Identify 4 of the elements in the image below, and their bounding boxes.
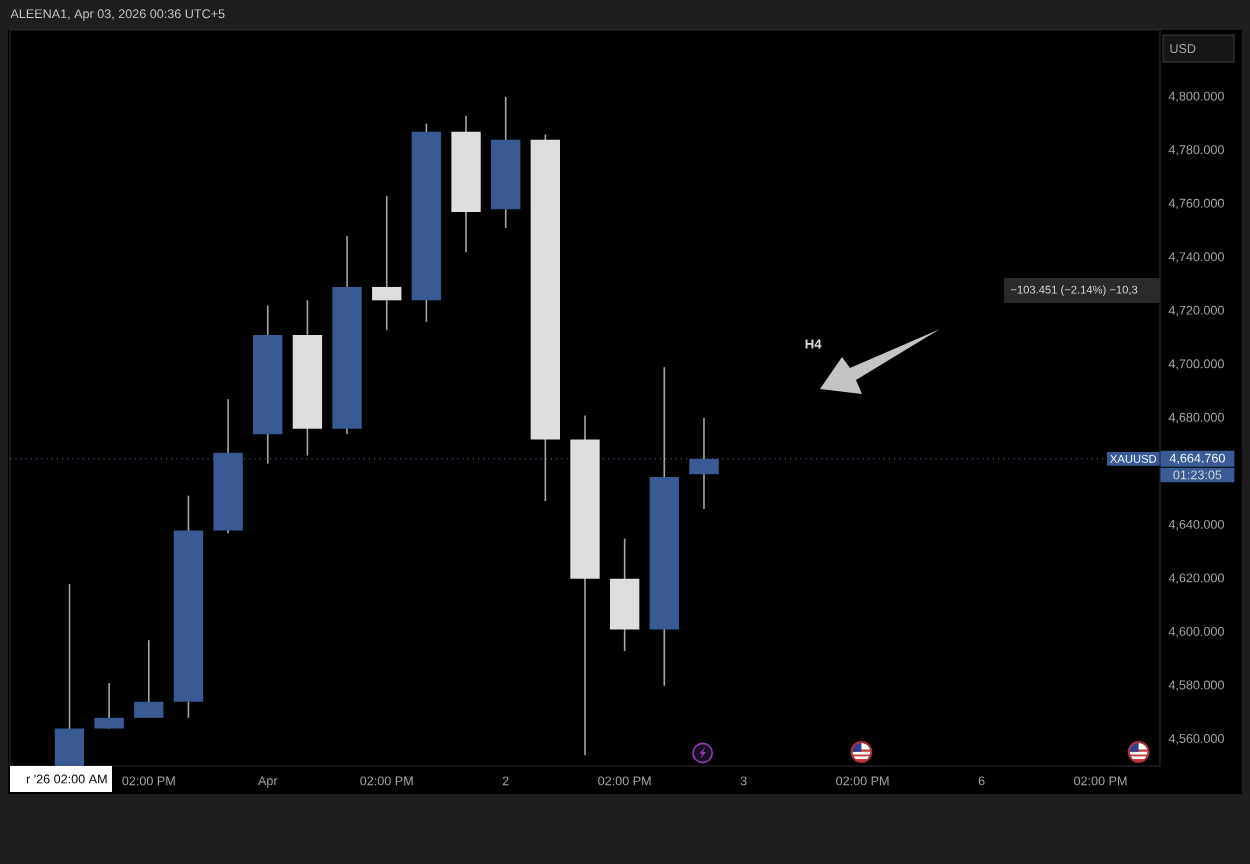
candlestick <box>372 195 402 331</box>
candlestick <box>54 583 85 766</box>
candlestick <box>94 682 124 730</box>
candlestick <box>134 639 164 719</box>
